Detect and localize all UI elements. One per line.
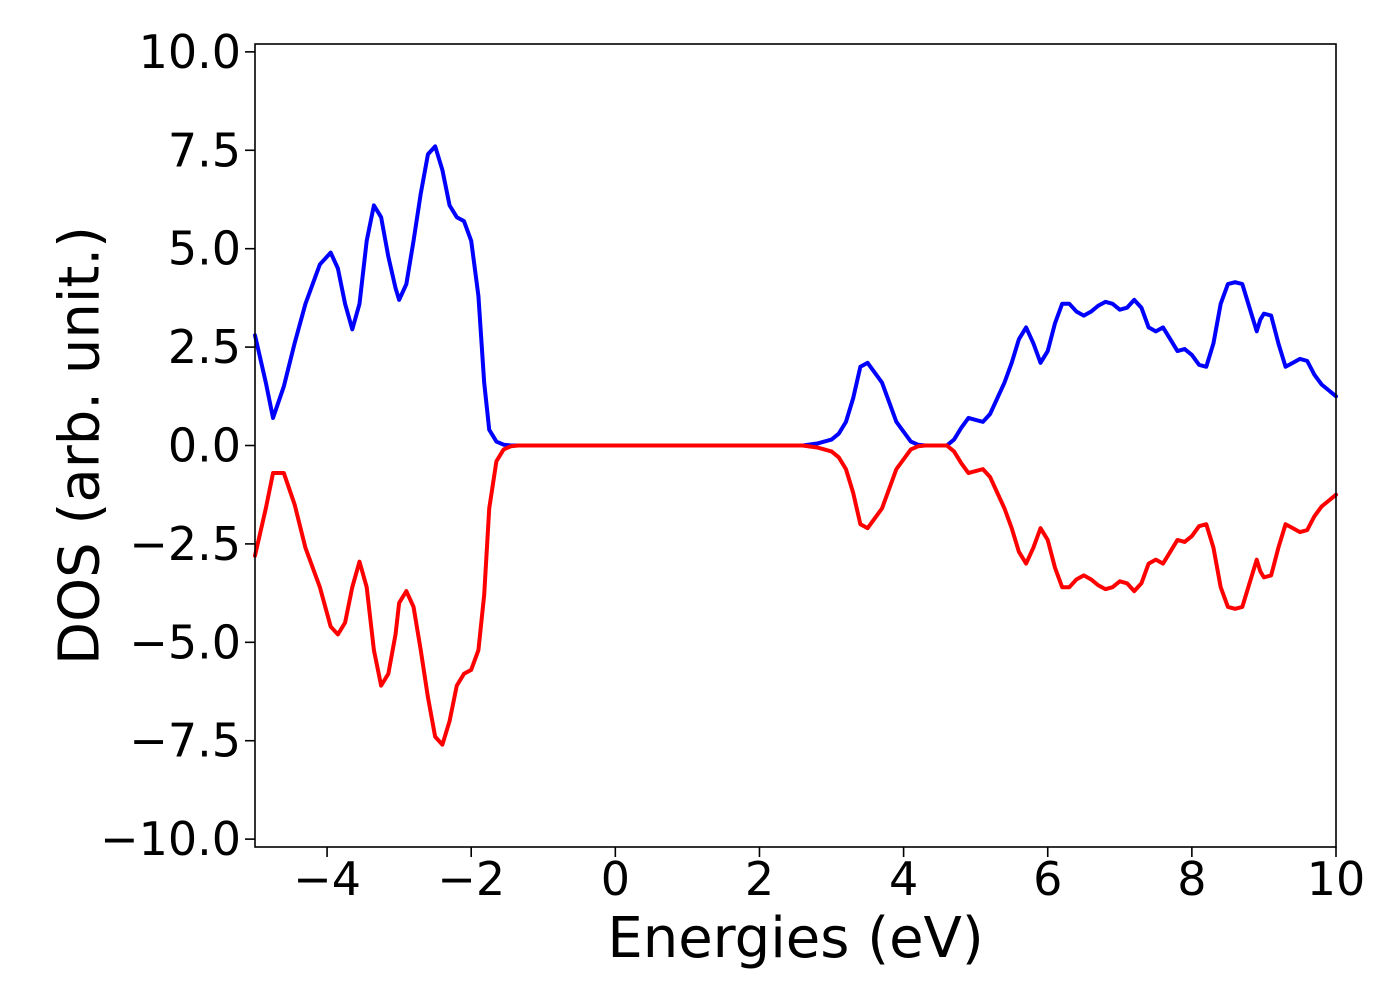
- x-axis-title: Energies (eV): [607, 906, 983, 971]
- y-tick-label: −5.0: [129, 615, 241, 669]
- x-tick-label: 0: [601, 852, 630, 906]
- dos-series-1-line: [253, 144, 1338, 448]
- x-tick-label: −2: [437, 852, 505, 906]
- x-tick-label: 6: [1033, 852, 1062, 906]
- x-tick-label: 2: [745, 852, 774, 906]
- x-tick-label: −4: [293, 852, 361, 906]
- x-tick-label: 10: [1307, 852, 1366, 906]
- dos-series-2-line: [253, 443, 1338, 747]
- x-tick-label: 4: [889, 852, 918, 906]
- y-tick-label: 5.0: [168, 222, 241, 276]
- y-axis-ticks: 10.0 7.5 5.0 2.5 0.0 −2.5 −5.0 −7.5 −10.0: [100, 25, 255, 866]
- y-tick-label: 7.5: [168, 123, 241, 177]
- y-tick-label: −2.5: [129, 517, 241, 571]
- y-tick-label: −7.5: [129, 714, 241, 768]
- y-tick-label: −10.0: [100, 812, 241, 866]
- x-tick-label: 8: [1177, 852, 1206, 906]
- y-tick-label: 0.0: [168, 419, 241, 473]
- y-tick-label: 2.5: [168, 320, 241, 374]
- y-axis-title: DOS (arb. unit.): [48, 226, 113, 665]
- x-axis-ticks: −4 −2 0 2 4 6 8 10: [293, 847, 1365, 906]
- series-layer: [253, 144, 1338, 747]
- y-tick-label: 10.0: [139, 25, 241, 79]
